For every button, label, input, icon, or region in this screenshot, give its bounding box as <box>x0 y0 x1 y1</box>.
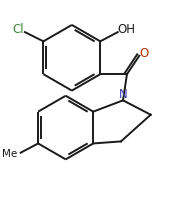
Text: O: O <box>139 47 148 60</box>
Text: Cl: Cl <box>12 22 24 36</box>
Text: OH: OH <box>117 22 135 36</box>
Text: Me: Me <box>2 149 18 159</box>
Text: N: N <box>119 88 127 101</box>
